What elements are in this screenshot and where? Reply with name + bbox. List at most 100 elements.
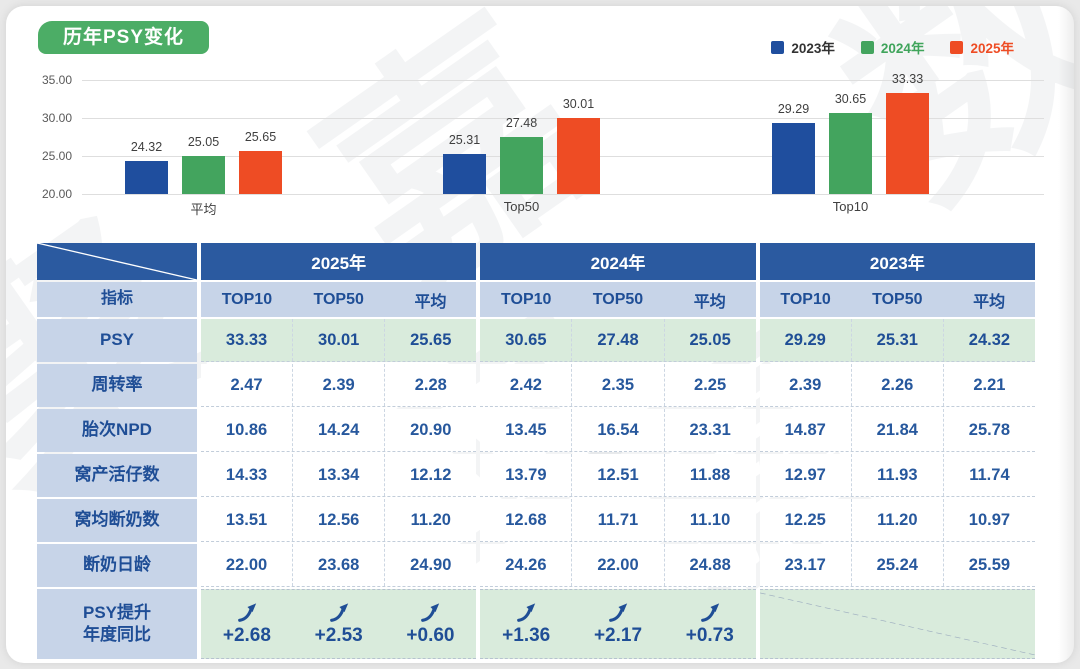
bar-value-label: 25.05	[187, 134, 220, 149]
bar-value-label: 27.48	[505, 116, 538, 131]
footer-value-cell: +1.36	[480, 590, 572, 658]
value-cell: 14.33	[201, 454, 294, 496]
row-group: 12.25 11.20 10.97	[759, 499, 1035, 542]
value-cell: 2.21	[973, 375, 1006, 394]
value-cell: 33.33	[201, 319, 294, 361]
value-cell: 10.97	[968, 510, 1011, 529]
x-axis-category-label: Top10	[832, 199, 869, 214]
value-cell: 23.31	[689, 420, 731, 439]
value-cell: 24.88	[689, 555, 731, 574]
subheader-cell: TOP10	[501, 290, 552, 308]
chart-plot-area: 24.32 25.05 25.65 平均 25.31 27.48 30.01 Top50 29.…	[82, 72, 1044, 217]
value-cell: 14.24	[293, 409, 386, 451]
footer-value: +0.60	[406, 624, 455, 646]
bar-group-平均: 24.32 25.05 25.65	[125, 130, 282, 194]
row-label: 周转率	[37, 364, 197, 407]
value-cell: 25.78	[968, 420, 1011, 439]
year-header-cell: 2025年	[201, 243, 477, 280]
value-cell: 11.74	[969, 465, 1010, 484]
subheader-cell: TOP10	[221, 290, 273, 308]
value-cell: 2.39	[293, 364, 386, 406]
table-row: PSY 33.33 30.01 25.65 30.65 27.48 25.05 29.29 25…	[37, 319, 1035, 362]
year-header-cell: 2023年	[759, 243, 1035, 280]
value-cell: 16.54	[572, 409, 665, 451]
footer-value-cell: +2.17	[572, 590, 664, 658]
row-group: 23.17 25.24 25.59	[759, 544, 1035, 587]
row-group: 2.47 2.39 2.28	[201, 364, 477, 407]
legend-label: 2025年	[970, 41, 1014, 56]
na-diagonal-cell	[759, 590, 1035, 658]
row-group: 2.39 2.26 2.21	[759, 364, 1035, 407]
row-label: PSY	[37, 319, 197, 362]
subheader-cell: TOP50	[313, 290, 364, 308]
value-cell: 23.17	[760, 544, 852, 586]
row-group: 22.00 23.68 24.90	[201, 544, 477, 587]
value-cell: 11.20	[852, 499, 944, 541]
row-label: 胎次NPD	[37, 409, 197, 452]
row-label: 窝产活仔数	[37, 454, 197, 497]
footer-value: +2.53	[314, 624, 363, 646]
value-cell: 30.01	[293, 319, 386, 361]
page-edge-shade	[1058, 6, 1074, 663]
subheader-cell: TOP10	[780, 290, 831, 308]
value-cell: 12.12	[410, 465, 452, 484]
trend-up-arrow-icon	[237, 602, 257, 622]
value-cell: 13.34	[293, 454, 386, 496]
row-group: 2.42 2.35 2.25	[480, 364, 756, 407]
row-group: 29.29 25.31 24.32	[759, 319, 1035, 362]
x-axis-category-label: Top50	[503, 199, 540, 214]
value-cell: 12.25	[760, 499, 852, 541]
table-row: 窝产活仔数 14.33 13.34 12.12 13.79 12.51 11.88 12.97…	[37, 454, 1035, 497]
chart-gridline	[82, 80, 1044, 81]
row-group: 10.86 14.24 20.90	[201, 409, 477, 452]
subheader-cell: 平均	[693, 293, 726, 311]
table-subheader-row: 指标 TOP10 TOP50 平均 TOP10 TOP50 平均 TOP10 TOP50 平均	[37, 282, 1035, 317]
value-cell: 2.42	[480, 364, 573, 406]
footer-group	[759, 589, 1035, 659]
subheader-cell: TOP50	[592, 290, 644, 308]
x-axis-category-label: 平均	[190, 202, 217, 217]
value-cell: 11.10	[689, 510, 731, 529]
value-cell: 25.31	[852, 319, 944, 361]
value-cell: 27.48	[572, 319, 665, 361]
corner-diagonal-line	[37, 243, 197, 280]
bar-value-label: 25.31	[448, 132, 481, 147]
trend-up-arrow-icon	[517, 602, 536, 622]
value-cell: 23.68	[293, 544, 386, 586]
value-cell: 11.20	[410, 510, 451, 529]
row-group: 12.68 11.71 11.10	[480, 499, 756, 542]
subheader-cell: 平均	[414, 293, 447, 311]
value-cell: 25.65	[410, 330, 452, 349]
value-cell: 24.32	[968, 330, 1011, 349]
legend-item: 2023年	[771, 37, 835, 57]
subheader-group: TOP10 TOP50 平均	[201, 282, 477, 317]
legend-swatch-2025年	[950, 40, 964, 54]
row-group: 30.65 27.48 25.05	[480, 319, 756, 362]
footer-value: +2.68	[222, 624, 271, 646]
subheader-cell: 平均	[973, 293, 1006, 311]
table-footer-row: PSY提升 年度同比 +2.68 +2.53 +0.60 +1.36 +2.17 +0.73	[37, 589, 1035, 659]
metric-header-cell: 指标	[37, 282, 197, 317]
value-cell: 12.97	[760, 454, 852, 496]
year-header-cell: 2024年	[480, 243, 756, 280]
row-group: 14.33 13.34 12.12	[201, 454, 477, 497]
bar-2023年-平均: 24.32	[125, 140, 168, 194]
table-row: 周转率 2.47 2.39 2.28 2.42 2.35 2.25 2.39 2.26 2.21	[37, 364, 1035, 407]
bar-value-label: 30.01	[562, 96, 595, 111]
trend-up-arrow-icon	[329, 602, 348, 622]
bar-value-label: 30.65	[834, 92, 867, 107]
footer-group: +2.68 +2.53 +0.60	[201, 589, 477, 659]
table-row: 断奶日龄 22.00 23.68 24.90 24.26 22.00 24.88 23.17 2…	[37, 544, 1035, 587]
subheader-group: TOP10 TOP50 平均	[759, 282, 1035, 317]
value-cell: 10.86	[201, 409, 294, 451]
value-cell: 20.90	[410, 420, 452, 439]
bar-2023年-Top50: 25.31	[443, 133, 486, 194]
bar-value-label: 29.29	[777, 102, 810, 117]
value-cell: 11.88	[689, 465, 731, 484]
bar-2025年-Top10: 33.33	[886, 72, 929, 194]
footer-value: +2.17	[593, 624, 643, 646]
bar-value-label: 25.65	[244, 130, 277, 145]
footer-label-line1: PSY提升	[82, 602, 152, 622]
value-cell: 2.28	[414, 375, 447, 394]
